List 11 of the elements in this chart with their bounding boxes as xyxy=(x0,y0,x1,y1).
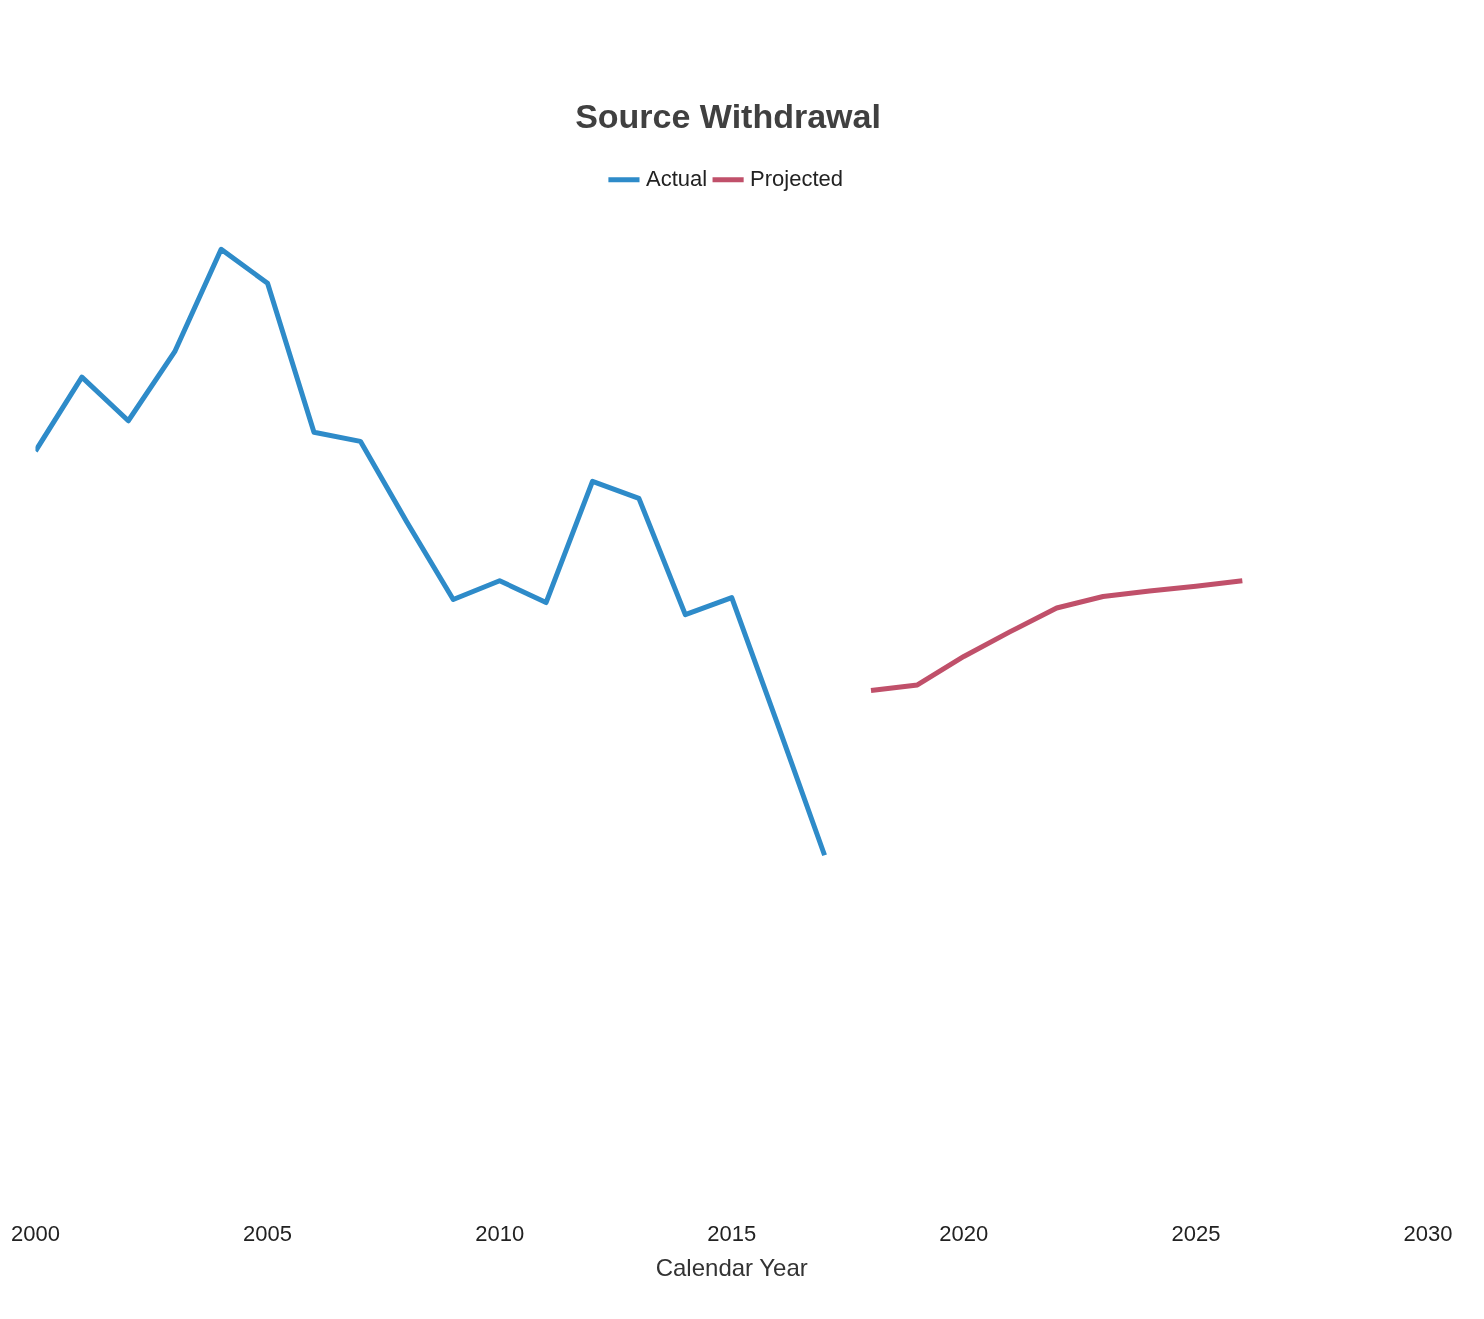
x-tick-label: 2015 xyxy=(707,1221,757,1247)
legend-label: Actual xyxy=(645,165,708,191)
x-tick-label: 2010 xyxy=(475,1221,525,1247)
x-tick-label: 2020 xyxy=(939,1221,989,1247)
chart-title: Source Withdrawal xyxy=(575,96,881,135)
x-tick-label: 2005 xyxy=(243,1221,293,1247)
x-axis-title: Calendar Year xyxy=(655,1254,808,1282)
x-tick-label: 2025 xyxy=(1171,1221,1221,1247)
x-tick-label: 2000 xyxy=(10,1221,60,1247)
legend-label: Projected xyxy=(750,165,844,191)
x-tick-label: 2030 xyxy=(1403,1221,1453,1247)
